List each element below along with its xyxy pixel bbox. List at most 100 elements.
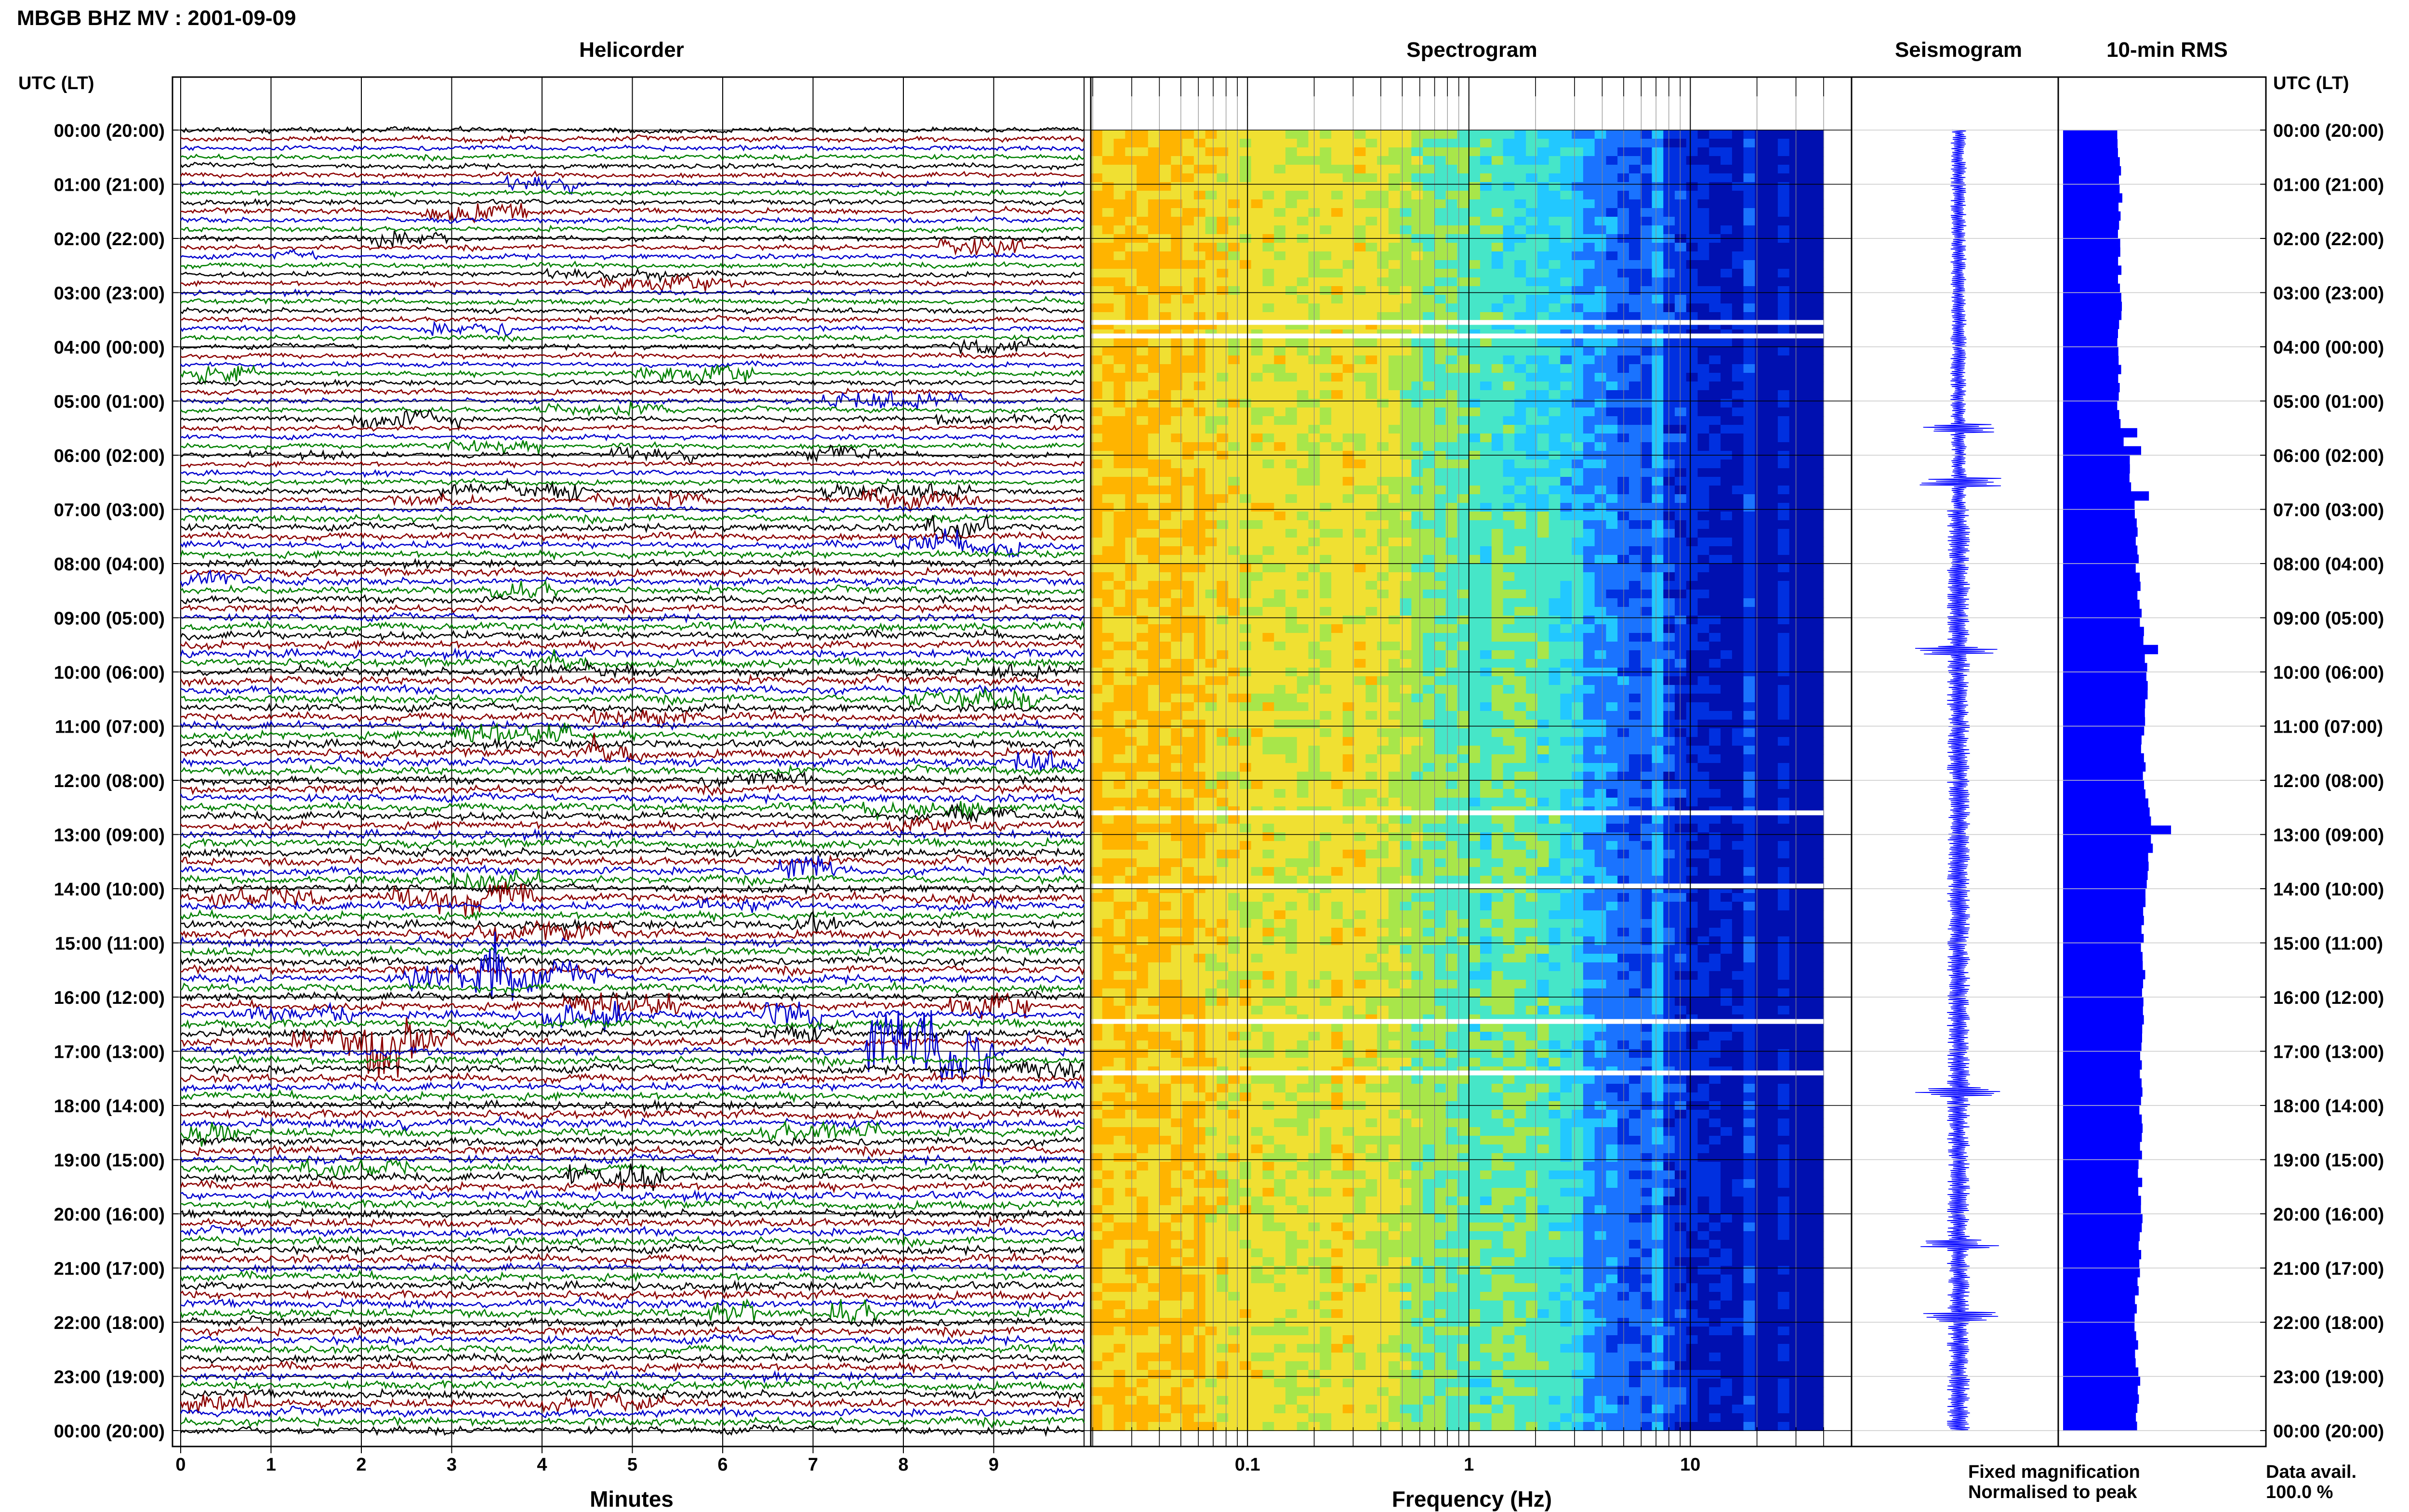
spectrogram-cell [1583, 269, 1595, 278]
spectrogram-cell [1423, 512, 1435, 521]
spectrogram-cell [1148, 555, 1160, 564]
spectrogram-cell [1240, 295, 1252, 304]
spectrogram-cell [1217, 503, 1229, 512]
spectrogram-cell [1113, 694, 1126, 703]
spectrogram-cell [1182, 243, 1194, 252]
spectrogram-cell [1640, 581, 1653, 590]
spectrogram-cell [1777, 147, 1790, 157]
spectrogram-cell [1503, 130, 1515, 139]
spectrogram-cell [1709, 347, 1721, 356]
spectrogram-cell [1113, 520, 1126, 529]
spectrogram-cell [1365, 572, 1377, 581]
spectrogram-cell [1697, 555, 1710, 564]
spectrogram-cell [1400, 460, 1412, 469]
spectrogram-cell [1205, 494, 1218, 503]
spectrogram-cell [1297, 529, 1309, 538]
spectrogram-cell [1709, 338, 1721, 347]
spectrogram-cell [1377, 355, 1389, 365]
spectrogram-cell [1686, 694, 1698, 703]
spectrogram-cell [1365, 130, 1377, 139]
spectrogram-cell [1583, 312, 1595, 321]
spectrogram-cell [1583, 277, 1595, 287]
spectrogram-cell [1789, 295, 1801, 304]
spectrogram-cell [1686, 416, 1698, 425]
spectrogram-cell [1675, 607, 1687, 616]
spectrogram-cell [1686, 555, 1698, 564]
spectrogram-cell [1812, 139, 1824, 148]
spectrogram-cell [1251, 503, 1263, 512]
spectrogram-cell [1560, 416, 1572, 425]
spectrogram-cell [1217, 624, 1229, 633]
spectrogram-cell [1423, 624, 1435, 633]
spectrogram-cell [1262, 546, 1275, 555]
spectrogram-cell [1800, 286, 1813, 295]
spectrogram-cell [1789, 399, 1801, 408]
spectrogram-cell [1423, 399, 1435, 408]
spectrogram-cell [1721, 260, 1733, 269]
spectrogram-cell [1663, 442, 1675, 451]
spectrogram-cell [1812, 243, 1824, 252]
spectrogram-cell [1411, 312, 1423, 321]
spectrogram-cell [1812, 746, 1824, 755]
spectrogram-cell [1240, 277, 1252, 287]
spectrogram-cell [1721, 659, 1733, 668]
spectrogram-cell [1812, 156, 1824, 165]
spectrogram-cell [1400, 208, 1412, 217]
spectrogram-cell [1217, 642, 1229, 651]
spectrogram-cell [1137, 494, 1149, 503]
spectrogram-cell [1125, 338, 1137, 347]
helicorder-trace [180, 1243, 1085, 1257]
spectrogram-cell [1526, 243, 1538, 252]
spectrogram-cell [1675, 312, 1687, 321]
spectrogram-cell [1171, 243, 1183, 252]
spectrogram-cell [1205, 286, 1218, 295]
spectrogram-cell [1789, 642, 1801, 651]
spectrogram-cell [1721, 564, 1733, 573]
spectrogram-cell [1354, 347, 1366, 356]
spectrogram-cell [1537, 590, 1549, 599]
spectrogram-cell [1434, 390, 1446, 399]
spectrogram-cell [1800, 529, 1813, 538]
spectrogram-cell [1469, 381, 1481, 391]
spectrogram-cell [1526, 477, 1538, 486]
spectrogram-cell [1594, 468, 1607, 477]
spectrogram-cell [1159, 711, 1172, 720]
spectrogram-cell [1240, 355, 1252, 365]
spectrogram-cell [1594, 772, 1607, 781]
spectrogram-cell [1445, 434, 1458, 443]
spectrogram-cell [1274, 130, 1286, 139]
spectrogram-cell [1400, 338, 1412, 347]
spectrogram-cell [1354, 173, 1366, 183]
spectrogram-cell [1182, 598, 1194, 607]
spectrogram-cell [1411, 303, 1423, 313]
spectrogram-cell [1560, 295, 1572, 304]
spectrogram-cell [1514, 746, 1526, 755]
spectrogram-cell [1755, 607, 1767, 616]
spectrogram-cell [1423, 312, 1435, 321]
spectrogram-cell [1113, 381, 1126, 391]
spectrogram-cell [1388, 173, 1401, 183]
spectrogram-cell [1812, 373, 1824, 382]
spectrogram-cell [1457, 572, 1469, 581]
spectrogram-cell [1663, 338, 1675, 347]
spectrogram-cell [1697, 338, 1710, 347]
spectrogram-cell [1743, 381, 1756, 391]
spectrogram-cell [1400, 503, 1412, 512]
spectrogram-cell [1549, 598, 1561, 607]
spectrogram-cell [1297, 572, 1309, 581]
spectrogram-cell [1812, 347, 1824, 356]
spectrogram-cell [1091, 702, 1103, 711]
spectrogram-cell [1721, 338, 1733, 347]
spectrogram-cell [1743, 425, 1756, 434]
spectrogram-cell [1457, 355, 1469, 365]
spectrogram-cell [1503, 737, 1515, 746]
spectrogram-cell [1503, 355, 1515, 365]
spectrogram-cell [1411, 737, 1423, 746]
spectrogram-cell [1549, 286, 1561, 295]
spectrogram-cell [1652, 763, 1664, 772]
spectrogram-cell [1434, 772, 1446, 781]
spectrogram-cell [1640, 139, 1653, 148]
spectrogram-cell [1400, 633, 1412, 642]
spectrogram-cell [1812, 763, 1824, 772]
spectrogram-cell [1583, 754, 1595, 763]
